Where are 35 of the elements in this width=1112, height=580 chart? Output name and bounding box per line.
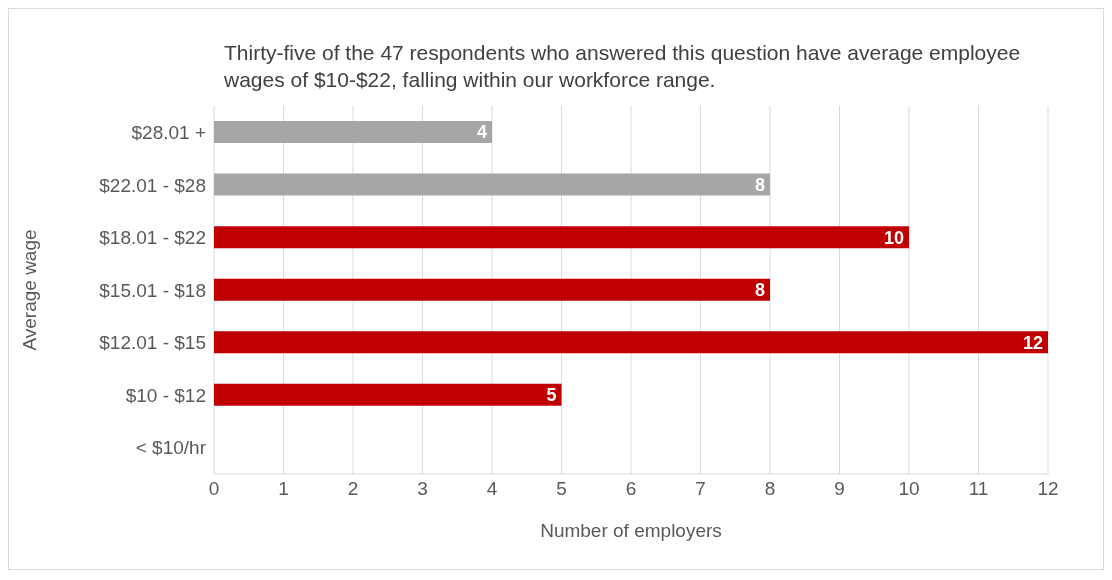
chart-title: Thirty-five of the 47 respondents who answered this question have average employee wages of $10-$22, falling within our workforce range.	[224, 40, 1022, 93]
data-label: 8	[754, 280, 765, 301]
x-tick-label: 8	[764, 478, 776, 500]
x-tick-label: 3	[417, 478, 428, 500]
y-tick-label: $12.01 - $15	[99, 332, 206, 354]
x-tick-label: 12	[1037, 478, 1059, 500]
y-tick-label: $10 - $12	[125, 384, 206, 406]
x-tick-label: 7	[695, 478, 706, 500]
x-tick-label: 10	[898, 478, 920, 500]
x-tick-label: 2	[347, 478, 359, 500]
data-label: 5	[546, 385, 557, 406]
y-axis-title: Average wage	[18, 229, 40, 351]
y-tick-label: $18.01 - $22	[99, 227, 206, 249]
y-tick-label: $28.01 +	[131, 122, 206, 144]
bar	[214, 331, 1048, 354]
data-label: 4	[476, 122, 487, 143]
bar	[214, 383, 562, 406]
x-tick-label: 5	[556, 478, 567, 500]
x-tick-label: 1	[278, 478, 289, 500]
x-tick-label: 9	[834, 478, 845, 500]
bar	[214, 173, 770, 196]
x-tick-label: 6	[625, 478, 637, 500]
bar	[214, 226, 909, 249]
data-label: 12	[1022, 332, 1043, 353]
x-tick-label: 11	[968, 478, 989, 500]
x-axis-title: Number of employers	[540, 520, 722, 541]
x-tick-label: 4	[486, 478, 498, 500]
y-tick-label: $15.01 - $18	[99, 279, 206, 301]
data-label: 8	[754, 174, 765, 195]
data-label: 10	[883, 227, 904, 248]
bar	[214, 121, 492, 143]
bar	[214, 278, 770, 301]
y-tick-label: < $10/hr	[135, 437, 207, 459]
x-tick-label: 0	[208, 478, 220, 500]
y-tick-label: $22.01 - $28	[99, 174, 206, 196]
